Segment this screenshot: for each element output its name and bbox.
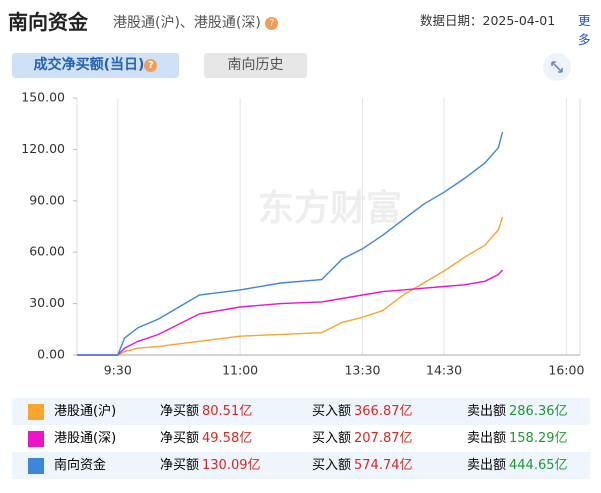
legend-swatch: [28, 431, 44, 447]
legend-label: 南向资金: [54, 458, 107, 473]
series-line: [77, 216, 504, 356]
page-title: 南向资金: [8, 10, 88, 34]
summary-table: 港股通(沪) 净买额 80.51亿 买入额 366.87亿 卖出额 286.36亿 港股通(深…: [12, 398, 590, 479]
tab[interactable]: 成交净买额(当日)?: [12, 53, 179, 78]
x-tick-label: 16:00: [548, 363, 584, 378]
more-link[interactable]: 更多: [578, 13, 591, 47]
expand-button[interactable]: [543, 53, 571, 81]
y-tick-label: 0.00: [37, 347, 65, 362]
sell-label: 卖出额: [467, 404, 507, 419]
tab-label: 成交净买额(当日): [33, 57, 145, 73]
subtitle-text: 港股通(沪)、港股通(深): [113, 15, 261, 31]
help-icon[interactable]: ?: [265, 16, 279, 30]
buy-label: 买入额: [312, 458, 352, 473]
net-label: 净买额: [160, 431, 200, 446]
sell-value: 158.29亿: [509, 431, 568, 446]
buy-value: 574.74亿: [354, 458, 413, 473]
watermark: 东方财富: [258, 187, 402, 229]
series-line: [77, 269, 504, 356]
buy-label: 买入额: [312, 431, 352, 446]
y-tick-label: 90.00: [29, 192, 65, 207]
sell-label: 卖出额: [467, 431, 507, 446]
summary-row: 港股通(沪) 净买额 80.51亿 买入额 366.87亿 卖出额 286.36亿: [12, 398, 590, 425]
sell-value: 444.65亿: [509, 458, 568, 473]
buy-value: 366.87亿: [354, 404, 413, 419]
chart: 东方财富 0.00 30.00 60.00 90.00 120.00 150.00 9:30…: [21, 90, 584, 378]
expand-icon: [551, 61, 563, 73]
x-tick-label: 14:30: [426, 363, 462, 378]
net-label: 净买额: [160, 458, 200, 473]
series-line: [77, 131, 504, 356]
net-value: 130.09亿: [202, 458, 261, 473]
help-icon[interactable]: ?: [144, 58, 158, 72]
legend-label: 港股通(沪): [54, 404, 117, 419]
legend-swatch: [28, 404, 44, 420]
legend-label: 港股通(深): [54, 431, 117, 446]
summary-row: 港股通(深) 净买额 49.58亿 买入额 207.87亿 卖出额 158.29亿: [12, 425, 590, 452]
y-tick-label: 60.00: [29, 244, 65, 259]
net-label: 净买额: [160, 404, 200, 419]
y-tick-label: 120.00: [21, 141, 65, 156]
tab[interactable]: 南向历史: [204, 53, 307, 78]
summary-row: 南向资金 净买额 130.09亿 买入额 574.74亿 卖出额 444.65亿: [12, 452, 590, 479]
x-tick-label: 11:00: [222, 363, 258, 378]
x-tick-label: 13:30: [344, 363, 380, 378]
sell-value: 286.36亿: [509, 404, 568, 419]
data-date: 数据日期：2025-04-01: [420, 13, 556, 28]
buy-label: 买入额: [312, 404, 352, 419]
legend-swatch: [28, 458, 44, 474]
y-tick-label: 30.00: [29, 295, 65, 310]
sell-label: 卖出额: [467, 458, 507, 473]
net-value: 49.58亿: [202, 431, 253, 446]
x-tick-label: 9:30: [104, 363, 132, 378]
net-value: 80.51亿: [202, 404, 253, 419]
buy-value: 207.87亿: [354, 431, 413, 446]
subtitle: 港股通(沪)、港股通(深) ?: [113, 12, 279, 32]
y-tick-label: 150.00: [21, 90, 65, 105]
